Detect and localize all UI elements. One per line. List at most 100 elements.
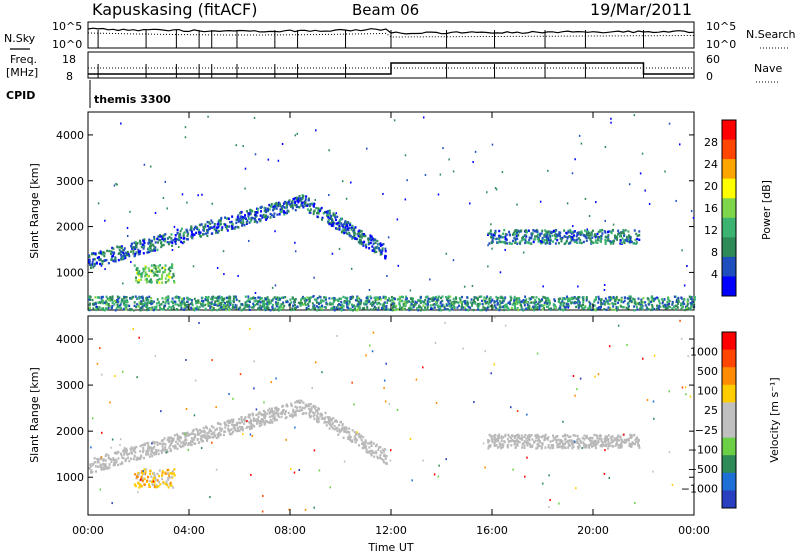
data-cell bbox=[518, 297, 521, 300]
data-cell bbox=[135, 276, 138, 279]
data-cell bbox=[158, 268, 161, 272]
data-cell bbox=[369, 237, 372, 241]
data-cell bbox=[577, 237, 580, 240]
data-cell bbox=[457, 304, 460, 307]
data-cell bbox=[134, 451, 137, 454]
data-cell bbox=[191, 236, 194, 240]
data-cell bbox=[133, 309, 135, 312]
data-cell bbox=[494, 440, 497, 443]
data-cell bbox=[572, 445, 575, 448]
data-cell bbox=[685, 393, 687, 396]
data-cell bbox=[362, 241, 365, 244]
data-cell bbox=[190, 225, 193, 228]
data-cell bbox=[163, 307, 166, 310]
data-cell bbox=[170, 233, 173, 236]
data-cell bbox=[234, 225, 237, 229]
data-cell bbox=[260, 420, 263, 424]
data-cell bbox=[641, 307, 644, 311]
data-cell bbox=[452, 302, 455, 305]
data-cell bbox=[169, 269, 172, 273]
data-cell bbox=[269, 301, 272, 305]
data-cell bbox=[146, 479, 149, 482]
data-cell bbox=[616, 238, 619, 241]
data-cell bbox=[183, 231, 186, 234]
data-cell bbox=[539, 232, 542, 236]
data-cell bbox=[113, 461, 116, 465]
data-cell bbox=[146, 299, 149, 302]
data-cell bbox=[353, 430, 356, 434]
data-cell bbox=[105, 303, 108, 306]
data-cell bbox=[124, 447, 127, 451]
data-cell bbox=[384, 308, 387, 312]
data-cell bbox=[553, 299, 556, 303]
data-cell bbox=[490, 372, 492, 375]
data-cell bbox=[243, 417, 246, 420]
data-cell bbox=[225, 308, 228, 311]
data-cell bbox=[444, 321, 446, 324]
data-cell bbox=[191, 440, 194, 444]
data-cell bbox=[530, 232, 533, 235]
data-cell bbox=[193, 436, 196, 440]
data-cell bbox=[239, 373, 242, 376]
data-cell bbox=[342, 295, 345, 299]
data-cell bbox=[141, 306, 144, 309]
data-cell bbox=[124, 256, 127, 260]
data-cell bbox=[252, 296, 255, 299]
data-cell bbox=[153, 265, 156, 268]
data-cell bbox=[294, 298, 297, 301]
data-cell bbox=[94, 252, 97, 255]
data-cell bbox=[597, 297, 600, 301]
data-cell bbox=[297, 199, 300, 203]
data-cell bbox=[668, 305, 671, 309]
data-cell bbox=[248, 416, 251, 419]
data-cell bbox=[143, 472, 146, 476]
data-cell bbox=[138, 301, 141, 304]
data-cell bbox=[284, 295, 287, 299]
data-cell bbox=[393, 305, 396, 308]
data-cell bbox=[204, 307, 207, 311]
data-cell bbox=[625, 235, 628, 239]
data-cell bbox=[241, 224, 244, 227]
data-cell bbox=[325, 424, 328, 427]
data-cell bbox=[146, 304, 149, 307]
data-cell bbox=[563, 305, 566, 308]
data-cell bbox=[617, 443, 620, 447]
data-cell bbox=[247, 297, 250, 301]
data-cell bbox=[553, 307, 556, 310]
data-cell bbox=[166, 298, 169, 302]
data-cell bbox=[303, 406, 306, 410]
data-cell bbox=[630, 434, 633, 437]
data-cell bbox=[96, 296, 99, 299]
data-cell bbox=[432, 303, 435, 307]
data-cell bbox=[609, 240, 612, 243]
data-cell bbox=[548, 307, 551, 311]
data-cell bbox=[500, 439, 503, 443]
data-cell bbox=[152, 271, 155, 274]
data-cell bbox=[155, 452, 158, 456]
data-cell bbox=[404, 298, 407, 301]
data-cell bbox=[128, 452, 131, 456]
data-cell bbox=[151, 306, 154, 309]
data-cell bbox=[611, 444, 614, 448]
data-cell bbox=[658, 304, 661, 308]
data-cell bbox=[461, 306, 464, 309]
data-cell bbox=[126, 252, 129, 255]
data-cell bbox=[485, 308, 488, 312]
data-cell bbox=[258, 422, 261, 425]
data-cell bbox=[317, 407, 320, 410]
data-cell bbox=[140, 454, 143, 457]
data-cell bbox=[576, 445, 579, 449]
data-cell bbox=[524, 475, 526, 478]
data-cell bbox=[157, 449, 160, 452]
data-cell bbox=[267, 300, 270, 303]
data-cell bbox=[532, 305, 535, 309]
data-cell bbox=[137, 271, 140, 275]
data-cell bbox=[327, 421, 330, 424]
data-cell bbox=[620, 231, 623, 235]
data-cell bbox=[448, 309, 451, 312]
colorbar-segment bbox=[722, 490, 736, 509]
data-cell bbox=[121, 298, 124, 301]
data-cell bbox=[133, 241, 136, 245]
data-cell bbox=[539, 241, 542, 245]
data-cell bbox=[620, 297, 623, 301]
